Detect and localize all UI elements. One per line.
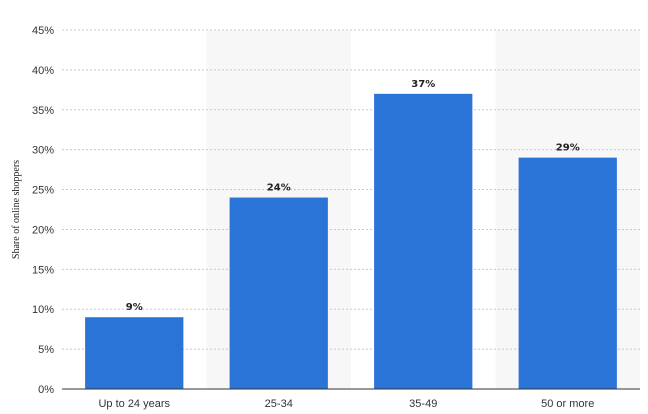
y-axis-label: Share of online shoppers xyxy=(11,160,22,259)
x-tick-label: Up to 24 years xyxy=(98,398,170,410)
y-tick-label: 45% xyxy=(32,25,54,37)
x-axis-ticks: Up to 24 years 25-34 35-49 50 or more xyxy=(98,398,594,410)
data-label: 24% xyxy=(267,183,291,194)
data-label: 37% xyxy=(411,79,435,90)
bar[interactable] xyxy=(229,197,328,389)
data-label: 29% xyxy=(556,143,580,154)
bars xyxy=(85,93,617,390)
y-tick-label: 15% xyxy=(32,264,54,276)
x-tick-label: 25-34 xyxy=(265,398,293,410)
y-axis-ticks: 0% 5% 10% 15% 20% 25% 30% 35% 40% 45% xyxy=(32,25,54,396)
bar[interactable] xyxy=(85,317,184,389)
x-tick-label: 50 or more xyxy=(541,398,594,410)
y-tick-label: 40% xyxy=(32,65,54,77)
y-tick-label: 10% xyxy=(32,304,54,316)
bar[interactable] xyxy=(518,157,617,389)
y-tick-label: 25% xyxy=(32,185,54,197)
y-tick-label: 35% xyxy=(32,105,54,117)
y-tick-label: 30% xyxy=(32,145,54,157)
y-tick-label: 0% xyxy=(38,384,54,396)
y-tick-label: 20% xyxy=(32,224,54,236)
data-label: 9% xyxy=(126,302,143,313)
y-tick-label: 5% xyxy=(38,344,54,356)
x-tick-label: 35-49 xyxy=(409,398,437,410)
bar[interactable] xyxy=(374,93,473,390)
data-labels: 9% 24% 37% 29% xyxy=(126,79,580,313)
